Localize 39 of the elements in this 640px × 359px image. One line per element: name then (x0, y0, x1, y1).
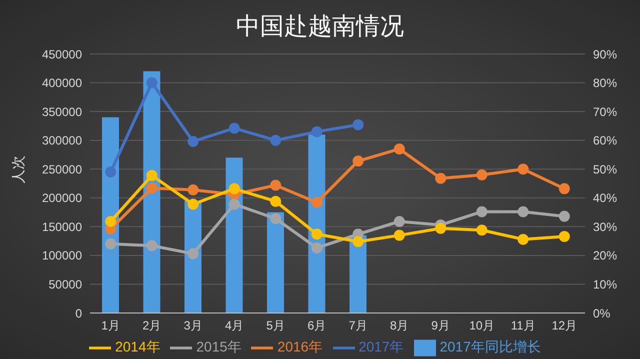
y2-tick-label: 60% (593, 134, 618, 148)
y-tick-label: 450000 (42, 47, 82, 62)
y-tick-label: 350000 (42, 104, 82, 119)
y-tick-label: 400000 (42, 76, 82, 90)
y2-tick-label: 50% (593, 162, 618, 176)
legend-label: 2017年同比增长 (440, 338, 541, 355)
x-tick-label: 9月 (431, 318, 450, 333)
x-tick-label: 3月 (184, 318, 202, 333)
legend-label: 2015年 (196, 338, 242, 355)
legend-label: 2016年 (277, 338, 323, 355)
y2-tick-label: 30% (593, 220, 618, 234)
y-tick-label: 250000 (42, 162, 82, 176)
x-tick-label: 11月 (510, 318, 536, 333)
y2-tick-label: 20% (593, 248, 618, 263)
x-tick-label: 8月 (390, 318, 409, 333)
x-tick-label: 10月 (469, 318, 495, 333)
y-tick-label: 300000 (42, 134, 82, 148)
x-tick-label: 4月 (225, 318, 244, 333)
y2-tick-label: 90% (593, 47, 618, 62)
y2-tick-label: 10% (593, 277, 618, 292)
legend-label: 2014年 (115, 338, 160, 355)
y-axis-title: 人次 (10, 156, 26, 184)
y2-tick-label: 70% (593, 104, 618, 119)
x-tick-label: 1月 (101, 318, 120, 333)
x-tick-label: 6月 (308, 318, 326, 333)
y-tick-label: 200000 (42, 191, 82, 206)
y-tick-label: 50000 (48, 277, 82, 292)
y-tick-label: 0 (75, 306, 82, 320)
chart-title: 中国赴越南情况 (235, 12, 405, 42)
x-tick-label: 7月 (348, 318, 368, 333)
y2-tick-label: 80% (593, 76, 618, 90)
y-tick-label: 150000 (42, 220, 82, 234)
y2-tick-label: 40% (593, 191, 618, 206)
x-tick-label: 12月 (552, 318, 578, 333)
legend-label: 2017年 (358, 338, 404, 355)
y-tick-label: 100000 (42, 248, 82, 263)
x-tick-label: 5月 (266, 318, 285, 333)
y2-tick-label: 0% (593, 306, 611, 320)
x-tick-label: 2月 (142, 318, 162, 333)
